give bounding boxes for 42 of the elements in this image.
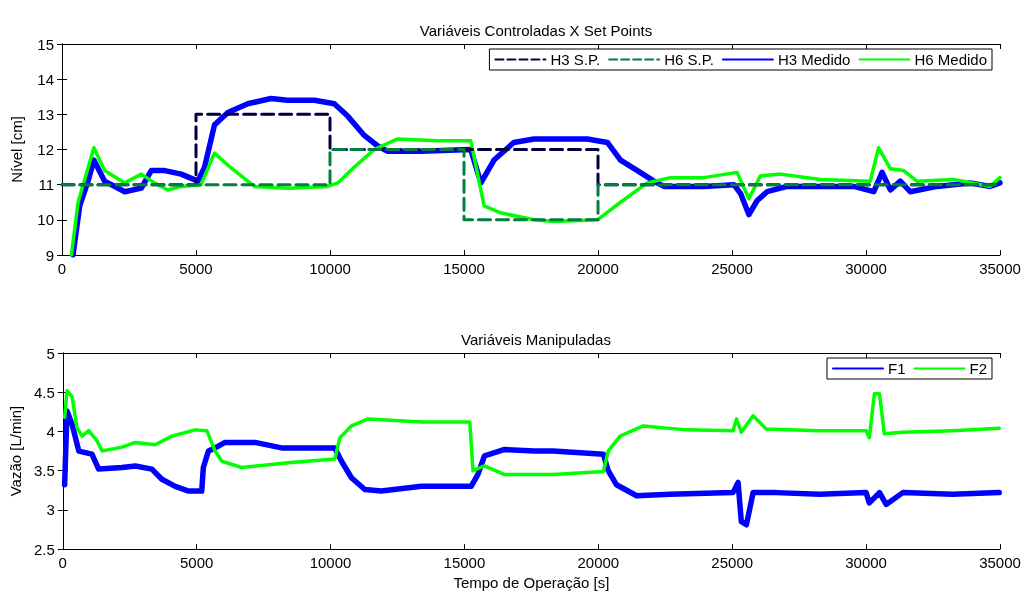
x-tick-label: 35000 [979,260,1021,277]
legend-label: H6 S.P. [664,51,714,68]
x-axis-title: Tempo de Operação [s] [453,574,610,591]
y-axis-title: Nível [cm] [8,116,25,183]
legend-label: H6 Medido [914,51,988,68]
y-tick-label: 13 [37,105,54,123]
legend-label: F2 [969,360,988,377]
y-tick-label: 5 [46,344,55,362]
x-tick-label: 30000 [845,260,887,277]
x-tick-label: 0 [58,554,67,572]
y-axis-title: Vazão [L/min] [7,405,24,497]
x-tick-label: 15000 [443,554,486,572]
legend-label: H3 S.P. [550,51,601,68]
legend-label: F1 [887,360,906,377]
x-tick-label: 25000 [711,554,754,572]
x-tick-label: 30000 [845,554,887,572]
line-series [69,137,1002,257]
y-tick-label: 15 [37,35,54,53]
x-tick-label: 0 [57,260,67,277]
x-tick-label: 20000 [577,260,619,277]
x-tick-label: 5000 [179,554,214,572]
x-tick-label: 10000 [309,260,351,277]
x-tick-label: 25000 [711,260,753,277]
y-tick-label: 14 [37,70,54,88]
chart-title: Variáveis Controladas X Set Points [419,22,653,39]
x-tick-label: 10000 [309,554,352,572]
y-tick-label: 2.5 [33,540,55,558]
y-tick-label: 4.5 [33,383,55,401]
y-tick-label: 10 [37,211,54,229]
y-tick-label: 3.5 [33,462,55,480]
x-tick-label: 15000 [443,260,485,277]
y-tick-label: 3 [46,501,55,519]
x-tick-label: 5000 [179,260,213,277]
y-tick-label: 9 [45,246,54,264]
y-tick-label: 4 [46,422,55,440]
legend-label: H3 Medido [777,51,851,68]
y-tick-label: 11 [38,176,54,194]
line-series [62,388,1001,477]
x-tick-label: 35000 [979,554,1021,572]
x-tick-label: 20000 [577,554,620,572]
y-tick-label: 12 [37,141,54,158]
chart-title: Variáveis Manipuladas [461,331,611,348]
